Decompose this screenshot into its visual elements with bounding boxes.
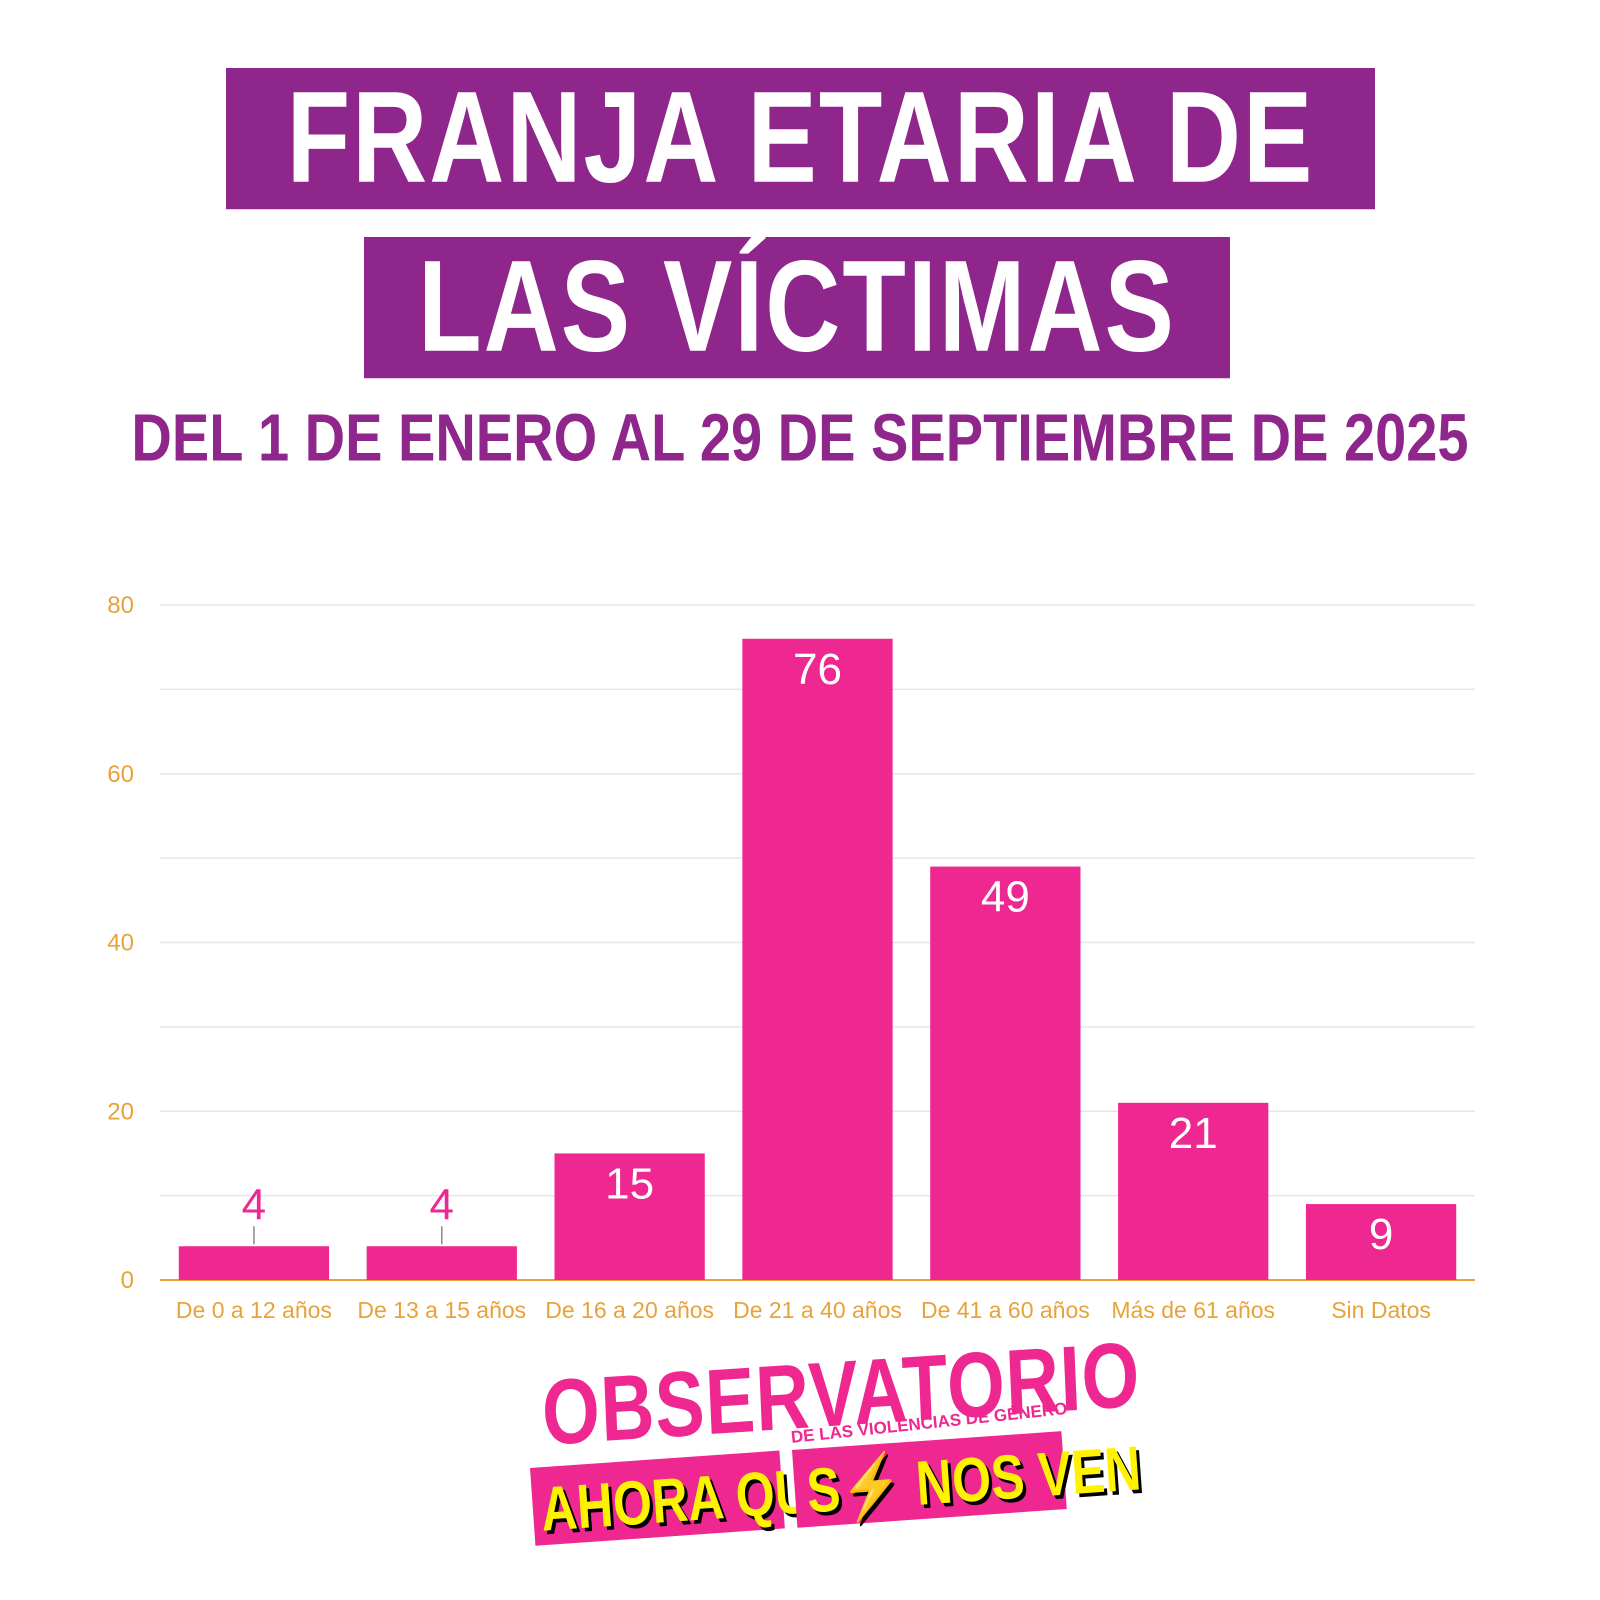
x-tick-label: Más de 61 años bbox=[1111, 1297, 1275, 1320]
data-label: 4 bbox=[430, 1180, 454, 1229]
x-tick-label: De 13 a 15 años bbox=[357, 1297, 526, 1320]
x-tick-label: De 0 a 12 años bbox=[176, 1297, 332, 1320]
x-tick-label: De 16 a 20 años bbox=[545, 1297, 714, 1320]
y-tick-label: 60 bbox=[107, 761, 134, 788]
bar bbox=[366, 1246, 517, 1280]
x-tick-label: De 21 a 40 años bbox=[733, 1297, 902, 1320]
title-line-1-text: FRANJA ETARIA DE bbox=[286, 65, 1315, 211]
logo-si-nos-ven-text: S⚡ NOS VEN bbox=[804, 1433, 1144, 1527]
bar bbox=[1118, 1102, 1269, 1280]
x-tick-label: De 41 a 60 años bbox=[921, 1297, 1090, 1320]
title-line-2-text: LAS VÍCTIMAS bbox=[418, 234, 1176, 380]
observatorio-logo: OBSERVATORIO DE LAS VIOLENCIAS DE GÉNERO… bbox=[530, 1322, 1143, 1570]
bar bbox=[1305, 1204, 1457, 1280]
title-band-line-2: LAS VÍCTIMAS bbox=[364, 235, 1230, 380]
data-label: 76 bbox=[793, 645, 842, 694]
y-tick-label: 40 bbox=[107, 930, 134, 957]
x-tick-label: Sin Datos bbox=[1331, 1297, 1431, 1320]
logo-band-ahora-que: AHORA QUE bbox=[530, 1450, 846, 1546]
bar bbox=[178, 1246, 330, 1280]
y-axis-ticks: 0 20 40 60 80 bbox=[107, 592, 134, 1294]
bar bbox=[742, 638, 893, 1280]
chart-subtitle: DEL 1 DE ENERO AL 29 DE SEPTIEMBRE DE 20… bbox=[131, 399, 1469, 475]
bars bbox=[178, 638, 1457, 1280]
y-tick-label: 0 bbox=[121, 1267, 134, 1294]
data-label: 9 bbox=[1369, 1210, 1393, 1259]
data-label: 15 bbox=[605, 1159, 654, 1208]
bar bbox=[930, 866, 1081, 1280]
data-labels: 4 4 15 76 49 21 9 bbox=[242, 645, 1394, 1259]
title-band-line-1: FRANJA ETARIA DE bbox=[226, 66, 1375, 211]
bar-chart: 0 20 40 60 80 4 4 15 76 49 21 9 De 0 a 12 años De 1… bbox=[107, 592, 1475, 1320]
y-tick-label: 80 bbox=[107, 592, 134, 619]
data-label: 21 bbox=[1169, 1109, 1218, 1158]
data-label: 4 bbox=[242, 1180, 266, 1229]
y-tick-label: 20 bbox=[107, 1098, 134, 1125]
x-axis-ticks: De 0 a 12 años De 13 a 15 años De 16 a 20 … bbox=[176, 1297, 1431, 1320]
bar bbox=[554, 1153, 705, 1280]
data-label: 49 bbox=[981, 873, 1030, 922]
